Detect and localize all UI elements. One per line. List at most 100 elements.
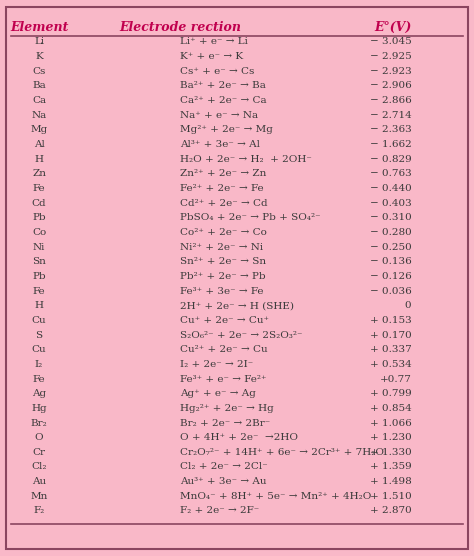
Text: Co: Co <box>32 228 46 237</box>
Text: H₂O + 2e⁻ → H₂  + 2OH⁻: H₂O + 2e⁻ → H₂ + 2OH⁻ <box>181 155 312 163</box>
Text: − 2.925: − 2.925 <box>370 52 411 61</box>
Text: Au³⁺ + 3e⁻ → Au: Au³⁺ + 3e⁻ → Au <box>181 477 267 486</box>
Text: − 0.310: − 0.310 <box>370 214 411 222</box>
Text: F₂ + 2e⁻ → 2F⁻: F₂ + 2e⁻ → 2F⁻ <box>181 507 260 515</box>
Text: 2H⁺ + 2e⁻ → H (SHE): 2H⁺ + 2e⁻ → H (SHE) <box>181 301 294 310</box>
Text: Co²⁺ + 2e⁻ → Co: Co²⁺ + 2e⁻ → Co <box>181 228 267 237</box>
Text: − 2.923: − 2.923 <box>370 67 411 76</box>
Text: − 0.440: − 0.440 <box>370 184 411 193</box>
Text: PbSO₄ + 2e⁻ → Pb + SO₄²⁻: PbSO₄ + 2e⁻ → Pb + SO₄²⁻ <box>181 214 321 222</box>
Text: Mg²⁺ + 2e⁻ → Mg: Mg²⁺ + 2e⁻ → Mg <box>181 125 273 135</box>
Text: Cu: Cu <box>32 316 46 325</box>
Text: − 0.829: − 0.829 <box>370 155 411 163</box>
Text: Au: Au <box>32 477 46 486</box>
Text: Ni: Ni <box>33 242 46 252</box>
Text: + 0.534: + 0.534 <box>370 360 411 369</box>
Text: Ba²⁺ + 2e⁻ → Ba: Ba²⁺ + 2e⁻ → Ba <box>181 81 266 90</box>
Text: + 1.230: + 1.230 <box>370 433 411 442</box>
Text: − 0.763: − 0.763 <box>370 169 411 178</box>
Text: Hg₂²⁺ + 2e⁻ → Hg: Hg₂²⁺ + 2e⁻ → Hg <box>181 404 274 413</box>
Text: Electrode rection: Electrode rection <box>119 21 241 34</box>
Text: Fe³⁺ + 3e⁻ → Fe: Fe³⁺ + 3e⁻ → Fe <box>181 286 264 296</box>
Text: Al³⁺ + 3e⁻ → Al: Al³⁺ + 3e⁻ → Al <box>181 140 260 149</box>
Text: − 0.036: − 0.036 <box>370 286 411 296</box>
Text: − 0.403: − 0.403 <box>370 198 411 207</box>
Text: Fe: Fe <box>33 184 46 193</box>
Text: Pb²⁺ + 2e⁻ → Pb: Pb²⁺ + 2e⁻ → Pb <box>181 272 266 281</box>
Text: Cr₂O₇²⁻ + 14H⁺ + 6e⁻ → 2Cr³⁺ + 7H₂O: Cr₂O₇²⁻ + 14H⁺ + 6e⁻ → 2Cr³⁺ + 7H₂O <box>181 448 384 457</box>
Text: − 2.906: − 2.906 <box>370 81 411 90</box>
Text: I₂ + 2e⁻ → 2I⁻: I₂ + 2e⁻ → 2I⁻ <box>181 360 254 369</box>
Text: − 0.250: − 0.250 <box>370 242 411 252</box>
Text: + 1.066: + 1.066 <box>370 419 411 428</box>
Text: Li⁺ + e⁻ → Li: Li⁺ + e⁻ → Li <box>181 37 248 46</box>
Text: Cl₂ + 2e⁻ → 2Cl⁻: Cl₂ + 2e⁻ → 2Cl⁻ <box>181 463 268 471</box>
Text: − 1.662: − 1.662 <box>370 140 411 149</box>
Text: Ag: Ag <box>32 389 46 398</box>
Text: Cr: Cr <box>33 448 46 457</box>
Text: Na⁺ + e⁻ → Na: Na⁺ + e⁻ → Na <box>181 111 259 120</box>
Text: Mg: Mg <box>30 125 48 135</box>
Text: H: H <box>35 155 44 163</box>
Text: Cu⁺ + 2e⁻ → Cu⁺: Cu⁺ + 2e⁻ → Cu⁺ <box>181 316 269 325</box>
Text: Mn: Mn <box>30 492 48 501</box>
Text: Al: Al <box>34 140 45 149</box>
Text: + 2.870: + 2.870 <box>370 507 411 515</box>
Text: − 3.045: − 3.045 <box>370 37 411 46</box>
Text: + 0.799: + 0.799 <box>370 389 411 398</box>
Text: Sn²⁺ + 2e⁻ → Sn: Sn²⁺ + 2e⁻ → Sn <box>181 257 266 266</box>
Text: Cd: Cd <box>32 198 46 207</box>
Text: Fe: Fe <box>33 375 46 384</box>
Text: Zn: Zn <box>32 169 46 178</box>
Text: Cu: Cu <box>32 345 46 354</box>
Text: Zn²⁺ + 2e⁻ → Zn: Zn²⁺ + 2e⁻ → Zn <box>181 169 267 178</box>
Text: K⁺ + e⁻ → K: K⁺ + e⁻ → K <box>181 52 244 61</box>
Text: +0.77: +0.77 <box>380 375 411 384</box>
Text: F₂: F₂ <box>34 507 45 515</box>
Text: H: H <box>35 301 44 310</box>
Text: S: S <box>36 331 43 340</box>
Text: Cd²⁺ + 2e⁻ → Cd: Cd²⁺ + 2e⁻ → Cd <box>181 198 268 207</box>
Text: − 2.363: − 2.363 <box>370 125 411 135</box>
Text: Ni²⁺ + 2e⁻ → Ni: Ni²⁺ + 2e⁻ → Ni <box>181 242 264 252</box>
Text: Fe²⁺ + 2e⁻ → Fe: Fe²⁺ + 2e⁻ → Fe <box>181 184 264 193</box>
Text: O + 4H⁺ + 2e⁻  →2HO: O + 4H⁺ + 2e⁻ →2HO <box>181 433 299 442</box>
Text: − 2.714: − 2.714 <box>370 111 411 120</box>
Text: + 1.359: + 1.359 <box>370 463 411 471</box>
Text: O: O <box>35 433 44 442</box>
Text: Fe³⁺ + e⁻ → Fe²⁺: Fe³⁺ + e⁻ → Fe²⁺ <box>181 375 267 384</box>
Text: Cs⁺ + e⁻ → Cs: Cs⁺ + e⁻ → Cs <box>181 67 255 76</box>
Text: Element: Element <box>10 21 68 34</box>
Text: + 1.498: + 1.498 <box>370 477 411 486</box>
Text: + 0.854: + 0.854 <box>370 404 411 413</box>
Text: Hg: Hg <box>31 404 47 413</box>
Text: Fe: Fe <box>33 286 46 296</box>
Text: + 0.170: + 0.170 <box>370 331 411 340</box>
Text: Ca: Ca <box>32 96 46 105</box>
Text: Cl₂: Cl₂ <box>31 463 47 471</box>
Text: Sn: Sn <box>32 257 46 266</box>
Text: Cu²⁺ + 2e⁻ → Cu: Cu²⁺ + 2e⁻ → Cu <box>181 345 268 354</box>
Text: − 2.866: − 2.866 <box>370 96 411 105</box>
Text: E°(V): E°(V) <box>374 21 411 34</box>
Text: + 0.337: + 0.337 <box>370 345 411 354</box>
Text: Br₂: Br₂ <box>31 419 47 428</box>
Text: 0: 0 <box>405 301 411 310</box>
FancyBboxPatch shape <box>6 7 468 549</box>
Text: − 0.136: − 0.136 <box>370 257 411 266</box>
Text: Na: Na <box>31 111 47 120</box>
Text: MnO₄⁻ + 8H⁺ + 5e⁻ → Mn²⁺ + 4H₂O: MnO₄⁻ + 8H⁺ + 5e⁻ → Mn²⁺ + 4H₂O <box>181 492 372 501</box>
Text: + 1.330: + 1.330 <box>370 448 411 457</box>
Text: Pb: Pb <box>32 272 46 281</box>
Text: + 0.153: + 0.153 <box>370 316 411 325</box>
Text: Br₂ + 2e⁻ → 2Br⁻: Br₂ + 2e⁻ → 2Br⁻ <box>181 419 271 428</box>
Text: K: K <box>35 52 43 61</box>
Text: Cs: Cs <box>32 67 46 76</box>
Text: + 1.510: + 1.510 <box>370 492 411 501</box>
Text: Li: Li <box>34 37 44 46</box>
Text: Ag⁺ + e⁻ → Ag: Ag⁺ + e⁻ → Ag <box>181 389 256 398</box>
Text: − 0.280: − 0.280 <box>370 228 411 237</box>
Text: − 0.126: − 0.126 <box>370 272 411 281</box>
Text: Ba: Ba <box>32 81 46 90</box>
Text: I₂: I₂ <box>35 360 43 369</box>
